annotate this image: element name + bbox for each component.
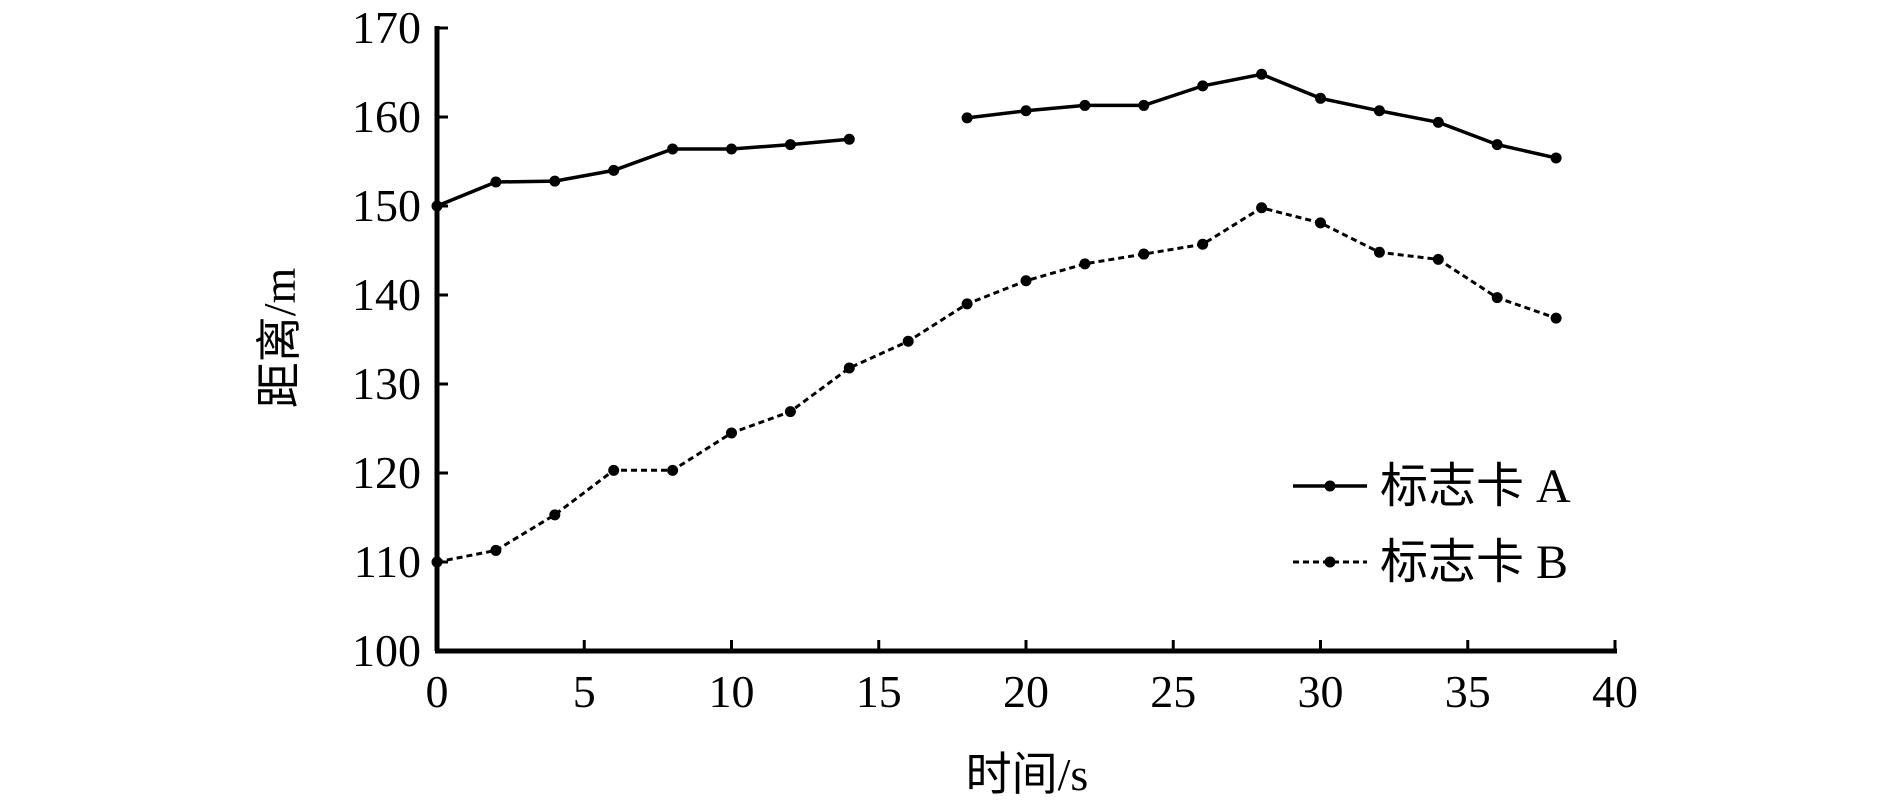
x-tick-label: 40	[1592, 666, 1638, 717]
x-tick-label: 30	[1298, 666, 1344, 717]
x-tick-label: 5	[573, 666, 596, 717]
legend-label-a: 标志卡 A	[1380, 460, 1571, 513]
y-tick-label: 120	[352, 447, 421, 498]
data-point	[549, 509, 561, 521]
x-axis-title: 时间/s	[966, 749, 1089, 800]
data-point	[961, 112, 973, 124]
y-ticks: 100 110 120 130 140 150 160 170	[352, 2, 448, 676]
data-point	[961, 298, 973, 310]
data-point	[608, 464, 620, 476]
data-point	[667, 143, 679, 155]
y-tick-label: 150	[352, 180, 421, 231]
data-point	[490, 176, 502, 188]
data-point	[1432, 116, 1444, 128]
data-point	[1550, 152, 1562, 164]
data-point	[431, 556, 443, 568]
data-point	[1079, 99, 1091, 111]
data-point	[1550, 312, 1562, 324]
x-tick-label: 15	[856, 666, 902, 717]
data-point	[1256, 68, 1268, 80]
x-tick-label: 20	[1003, 666, 1049, 717]
data-point	[1079, 258, 1091, 270]
data-point	[784, 406, 796, 418]
data-point	[1373, 105, 1385, 117]
data-point	[726, 427, 737, 439]
data-point	[1020, 275, 1032, 287]
data-point	[1373, 246, 1385, 258]
series-a	[431, 68, 1562, 212]
data-point	[549, 175, 561, 187]
y-axis-title: 距离/m	[254, 268, 305, 409]
data-point	[608, 164, 620, 176]
data-point	[1491, 292, 1503, 304]
data-point	[843, 133, 855, 145]
legend-marker-b	[1324, 556, 1336, 568]
data-point	[784, 139, 796, 151]
data-point	[431, 200, 443, 212]
y-tick-label: 100	[352, 625, 421, 676]
x-tick-label: 10	[709, 666, 755, 717]
x-tick-label: 0	[426, 666, 449, 717]
legend: 标志卡 A 标志卡 B	[1293, 460, 1571, 589]
y-tick-label: 140	[352, 269, 421, 320]
x-ticks: 0 5 10 15 20 25 30 35 40	[426, 640, 1638, 717]
series-line	[436, 206, 1557, 564]
data-point	[843, 362, 855, 374]
data-point	[1432, 253, 1444, 265]
data-point	[1197, 80, 1209, 92]
y-tick-label: 130	[352, 358, 421, 409]
data-point	[1491, 139, 1503, 151]
y-tick-label: 170	[352, 2, 421, 53]
legend-label-b: 标志卡 B	[1380, 536, 1568, 589]
data-point	[1256, 202, 1268, 214]
y-tick-label: 110	[354, 536, 421, 587]
legend-item-a: 标志卡 A	[1293, 460, 1571, 513]
x-tick-label: 35	[1445, 666, 1491, 717]
data-point	[667, 464, 679, 476]
y-tick-label: 160	[352, 91, 421, 142]
data-point	[1138, 99, 1150, 111]
data-point	[726, 143, 737, 155]
series-line	[436, 137, 850, 208]
series-b	[431, 202, 1562, 568]
data-point	[1020, 105, 1032, 117]
legend-item-b: 标志卡 B	[1293, 536, 1568, 589]
data-point	[1138, 248, 1150, 260]
data-point	[490, 544, 502, 556]
data-point	[1315, 217, 1326, 229]
data-point	[902, 335, 914, 347]
data-point	[1315, 92, 1326, 104]
x-tick-label: 25	[1150, 666, 1196, 717]
data-point	[1197, 238, 1209, 250]
legend-marker-a	[1324, 480, 1336, 492]
series-layer	[431, 68, 1562, 568]
series-line	[966, 72, 1557, 160]
